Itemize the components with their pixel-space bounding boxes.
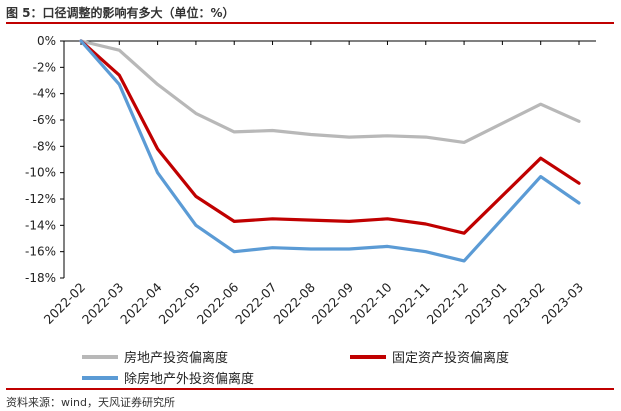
y-tick-label: -10% [25,166,56,180]
legend-swatch-series-2 [350,354,386,359]
y-tick-label: 0% [37,34,56,48]
title-rule [6,22,614,24]
y-tick-label: -12% [25,192,56,206]
legend-label-series-2: 固定资产投资偏离度 [392,351,510,366]
bottom-rule [6,388,614,390]
y-tick-label: -6% [33,113,56,127]
series-line-3 [79,39,581,263]
y-tick-label: -18% [25,271,56,285]
y-tick-label: -2% [33,60,56,74]
chart-axes [63,40,596,278]
legend-item-series-1: 房地产投资偏离度 [82,347,228,366]
series-lines [79,39,581,263]
source-note: 资料来源：wind，天风证券研究所 [6,396,176,409]
legend-label-series-3: 除房地产外投资偏离度 [124,372,255,387]
figure-title: 图 5：口径调整的影响有多大（单位：%） [6,6,235,20]
series-line-1 [79,39,581,144]
legend-item-series-3: 除房地产外投资偏离度 [82,368,254,387]
legend-swatch-series-3 [82,375,118,380]
y-tick-label: -4% [33,87,56,101]
legend-item-series-2: 固定资产投资偏离度 [350,347,509,366]
y-tick-label: -8% [33,139,56,153]
x-tick-label: 2023-03 [539,280,587,328]
series-line-2 [79,39,581,235]
y-tick-label: -16% [25,245,56,259]
y-tick-label: -14% [25,218,56,232]
legend-swatch-series-1 [82,354,118,359]
legend-label-series-1: 房地产投资偏离度 [124,351,229,366]
y-axis-ticks: 0% -2% -4% -6% -8% -10% -12% -14% -16% -18% [25,34,64,285]
